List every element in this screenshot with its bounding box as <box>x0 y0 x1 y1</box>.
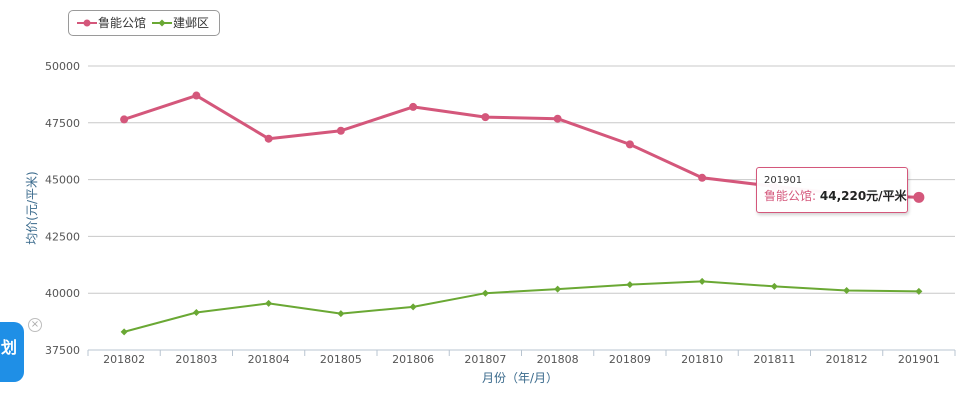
x-tick-label: 201805 <box>320 353 362 366</box>
data-point <box>626 281 634 289</box>
x-tick-label: 201812 <box>826 353 868 366</box>
data-point <box>192 91 201 100</box>
y-tick-label: 47500 <box>45 117 80 130</box>
data-point <box>481 113 490 122</box>
x-tick-label: 201803 <box>175 353 217 366</box>
y-tick-label: 50000 <box>45 60 80 73</box>
tooltip-value: 44,220元/平米 <box>819 189 907 203</box>
y-tick-label: 40000 <box>45 287 80 300</box>
floating-service-badge[interactable]: 划 <box>0 322 24 382</box>
x-tick-label: 201810 <box>681 353 723 366</box>
data-point <box>265 299 273 307</box>
data-point <box>264 134 273 143</box>
y-tick-label: 37500 <box>45 344 80 357</box>
data-point <box>409 102 418 111</box>
x-tick-label: 201808 <box>537 353 579 366</box>
badge-text: 划 <box>1 338 18 357</box>
data-point <box>409 303 417 311</box>
y-tick-label: 42500 <box>45 230 80 243</box>
data-point <box>192 309 200 317</box>
legend: 鲁能公馆 建邺区 <box>68 10 220 36</box>
tooltip-date: 201901 <box>764 175 803 186</box>
legend-label: 鲁能公馆 <box>98 16 147 30</box>
data-point <box>120 328 128 336</box>
legend-item-series-1[interactable]: 建邺区 <box>151 11 209 35</box>
data-point <box>120 115 129 124</box>
series-layer <box>120 91 925 336</box>
x-tick-label: 201802 <box>103 353 145 366</box>
tooltip-colon: : <box>812 189 820 203</box>
data-point <box>698 277 706 285</box>
data-point <box>337 310 345 318</box>
x-tick-label: 201811 <box>753 353 795 366</box>
tooltip-series: 鲁能公馆 <box>764 189 813 203</box>
x-tick-label: 201804 <box>248 353 290 366</box>
y-axis-ticks: 50000 47500 45000 42500 40000 37500 <box>45 60 80 357</box>
x-axis-label: 月份（年/月） <box>482 371 558 385</box>
x-axis: 201802 201803 201804 201805 201806 201807 2018… <box>87 349 956 366</box>
data-point <box>770 282 778 290</box>
y-tick-label: 45000 <box>45 174 80 187</box>
x-tick-label: 201901 <box>898 353 940 366</box>
tooltip-line: 鲁能公馆: 44,220元/平米 <box>764 187 907 205</box>
legend-marker-0 <box>77 19 97 27</box>
tooltip: 201901 鲁能公馆: 44,220元/平米 <box>756 167 908 213</box>
data-point <box>698 173 707 182</box>
y-axis-label: 均价(元/平米) <box>25 171 39 244</box>
x-tick-label: 201809 <box>609 353 651 366</box>
data-point <box>554 285 562 293</box>
grid-lines <box>88 65 955 294</box>
legend-item-series-0[interactable]: 鲁能公馆 <box>76 11 146 35</box>
data-point <box>481 289 489 297</box>
close-icon[interactable]: × <box>28 318 42 332</box>
series-line-1 <box>123 280 919 333</box>
x-tick-label: 201807 <box>464 353 506 366</box>
data-point <box>843 286 851 294</box>
data-point <box>625 140 634 149</box>
data-point <box>915 287 923 295</box>
x-tick-label: 201806 <box>392 353 434 366</box>
data-point <box>336 126 345 135</box>
data-point <box>553 114 562 123</box>
legend-label: 建邺区 <box>173 16 210 30</box>
data-point <box>913 191 925 203</box>
legend-marker-1 <box>152 19 172 27</box>
